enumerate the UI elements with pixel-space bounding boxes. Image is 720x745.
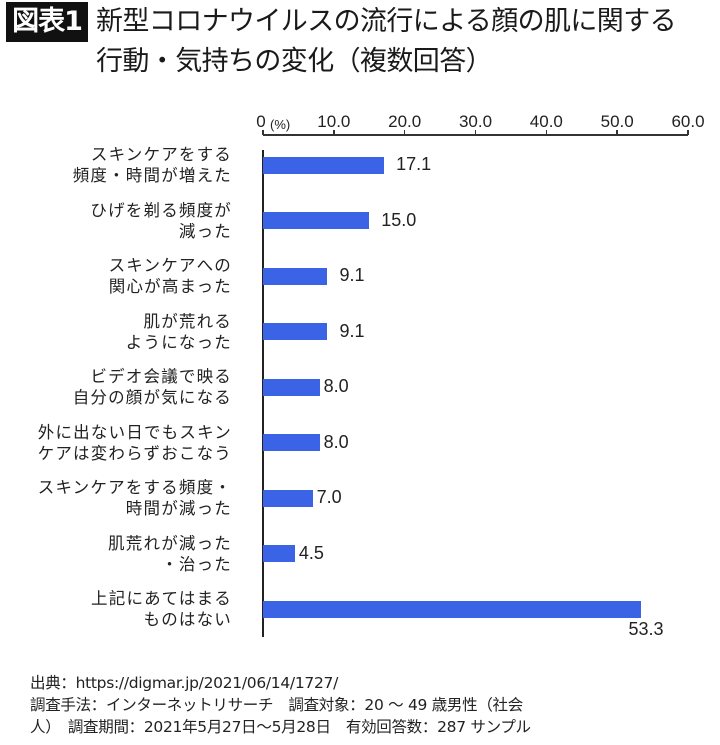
category-label-line: ・治った — [161, 554, 232, 574]
x-axis-tick — [262, 130, 264, 135]
category-label: スキンケアへの 関心が高まった — [109, 255, 232, 297]
method-note: 調査手法：インターネットリサーチ 調査対象：20 ～ 49 歳男性（社会 — [30, 696, 523, 714]
x-axis-tick-label: 0 — [256, 112, 266, 131]
bar — [263, 489, 313, 507]
x-axis-tick-label: 50.0 — [600, 112, 634, 131]
bar-value-label: 4.5 — [298, 542, 324, 563]
category-label-line: ケアは変わらずおこなう — [37, 443, 232, 463]
chart-title-line2: 行動・気持ちの変化（複数回答） — [96, 46, 493, 77]
figure-badge: 図表1 — [6, 2, 88, 42]
x-axis-tick — [333, 130, 335, 135]
category-label: スキンケアをする頻度・時間が増えた — [73, 144, 232, 186]
chart-title-line1: 新型コロナウイルスの流行による顔の肌に関する — [96, 6, 677, 37]
category-label-line: スキンケアをする — [90, 145, 232, 164]
bar — [263, 600, 641, 618]
x-axis-tick-label: 10.0 — [317, 112, 351, 131]
category-label-line: ようになった — [125, 332, 232, 352]
source-note: 出典：https://digmar.jp/2021/06/14/1727/ — [30, 674, 339, 692]
category-label-line: 減った — [178, 221, 232, 241]
category-label-line: 肌荒れが減った — [108, 533, 232, 553]
x-axis-tick-label: 20.0 — [388, 112, 422, 131]
footer-notes: 出典：https://digmar.jp/2021/06/14/1727/ 調査… — [30, 672, 531, 738]
category-label-line: 関心が高まった — [108, 277, 232, 296]
category-label-line: 外に出ない日でもスキン — [37, 422, 232, 442]
x-axis-tick — [616, 130, 618, 135]
category-label: 肌荒れが減った ・治った — [108, 533, 232, 575]
x-axis-tick — [403, 130, 406, 135]
bar-value-label: 9.1 — [339, 265, 365, 285]
x-axis-tick-label: 40.0 — [529, 112, 563, 131]
category-label: ひげを剃る頻度が 減った — [90, 200, 232, 242]
bar — [263, 156, 385, 174]
x-axis-unit: (%) — [270, 117, 291, 132]
category-label-line: 時間が減った — [125, 499, 232, 518]
bar-value-label: 9.1 — [339, 320, 365, 341]
category-label: 肌が荒れる ようになった — [126, 311, 232, 353]
bar-value-label: 8.0 — [323, 431, 349, 452]
bar — [263, 545, 295, 562]
bar — [263, 378, 320, 396]
category-label: スキンケアをする頻度・時間が減った — [38, 477, 232, 519]
category-label: ビデオ会議で映る自分の顔が気になる — [73, 366, 232, 408]
bar-value-label: 15.0 — [381, 209, 417, 230]
period-note: 人） 調査期間：2021年5月27日～5月28日 有効回答数：287 サンプル — [30, 718, 531, 736]
category-label-line: スキンケアへの — [108, 256, 232, 275]
x-axis-tick — [474, 130, 477, 135]
category-label-line: 肌が荒れる — [143, 311, 232, 331]
bar-value-label: 8.0 — [323, 376, 349, 396]
x-axis-tick-label: 30.0 — [458, 112, 493, 131]
bar-value-label: 17.1 — [396, 154, 432, 174]
x-axis-tick-label: 60.0 — [671, 112, 705, 131]
category-label: 上記にあてはまるものはない — [91, 588, 232, 630]
category-label-line: 自分の顔が気になる — [72, 388, 232, 407]
category-label-line: ものはない — [143, 610, 232, 629]
bar — [263, 267, 328, 285]
category-label-line: ひげを剃る頻度が — [90, 200, 232, 220]
category-label-line: スキンケアをする頻度・ — [37, 478, 232, 497]
bar — [263, 323, 328, 340]
x-axis-tick — [687, 130, 689, 135]
bar-value-label: 7.0 — [316, 487, 342, 507]
x-axis-tick — [545, 130, 548, 135]
category-label-line: ビデオ会議で映る — [90, 367, 232, 386]
category-label-line: 上記にあてはまる — [91, 589, 232, 608]
bar — [263, 434, 320, 451]
category-label: 外に出ない日でもスキン ケアは変わらずおこなう — [38, 422, 232, 464]
bar-chart: (%) 0 10.0 20.0 30.0 40.0 50.0 60.0 スキンケアをする 頻度・… — [38, 112, 705, 639]
bar-value-label: 53.3 — [628, 619, 664, 639]
bar — [263, 212, 370, 229]
y-axis-line — [262, 150, 264, 637]
category-label-line: 頻度・時間が増えた — [72, 166, 232, 185]
